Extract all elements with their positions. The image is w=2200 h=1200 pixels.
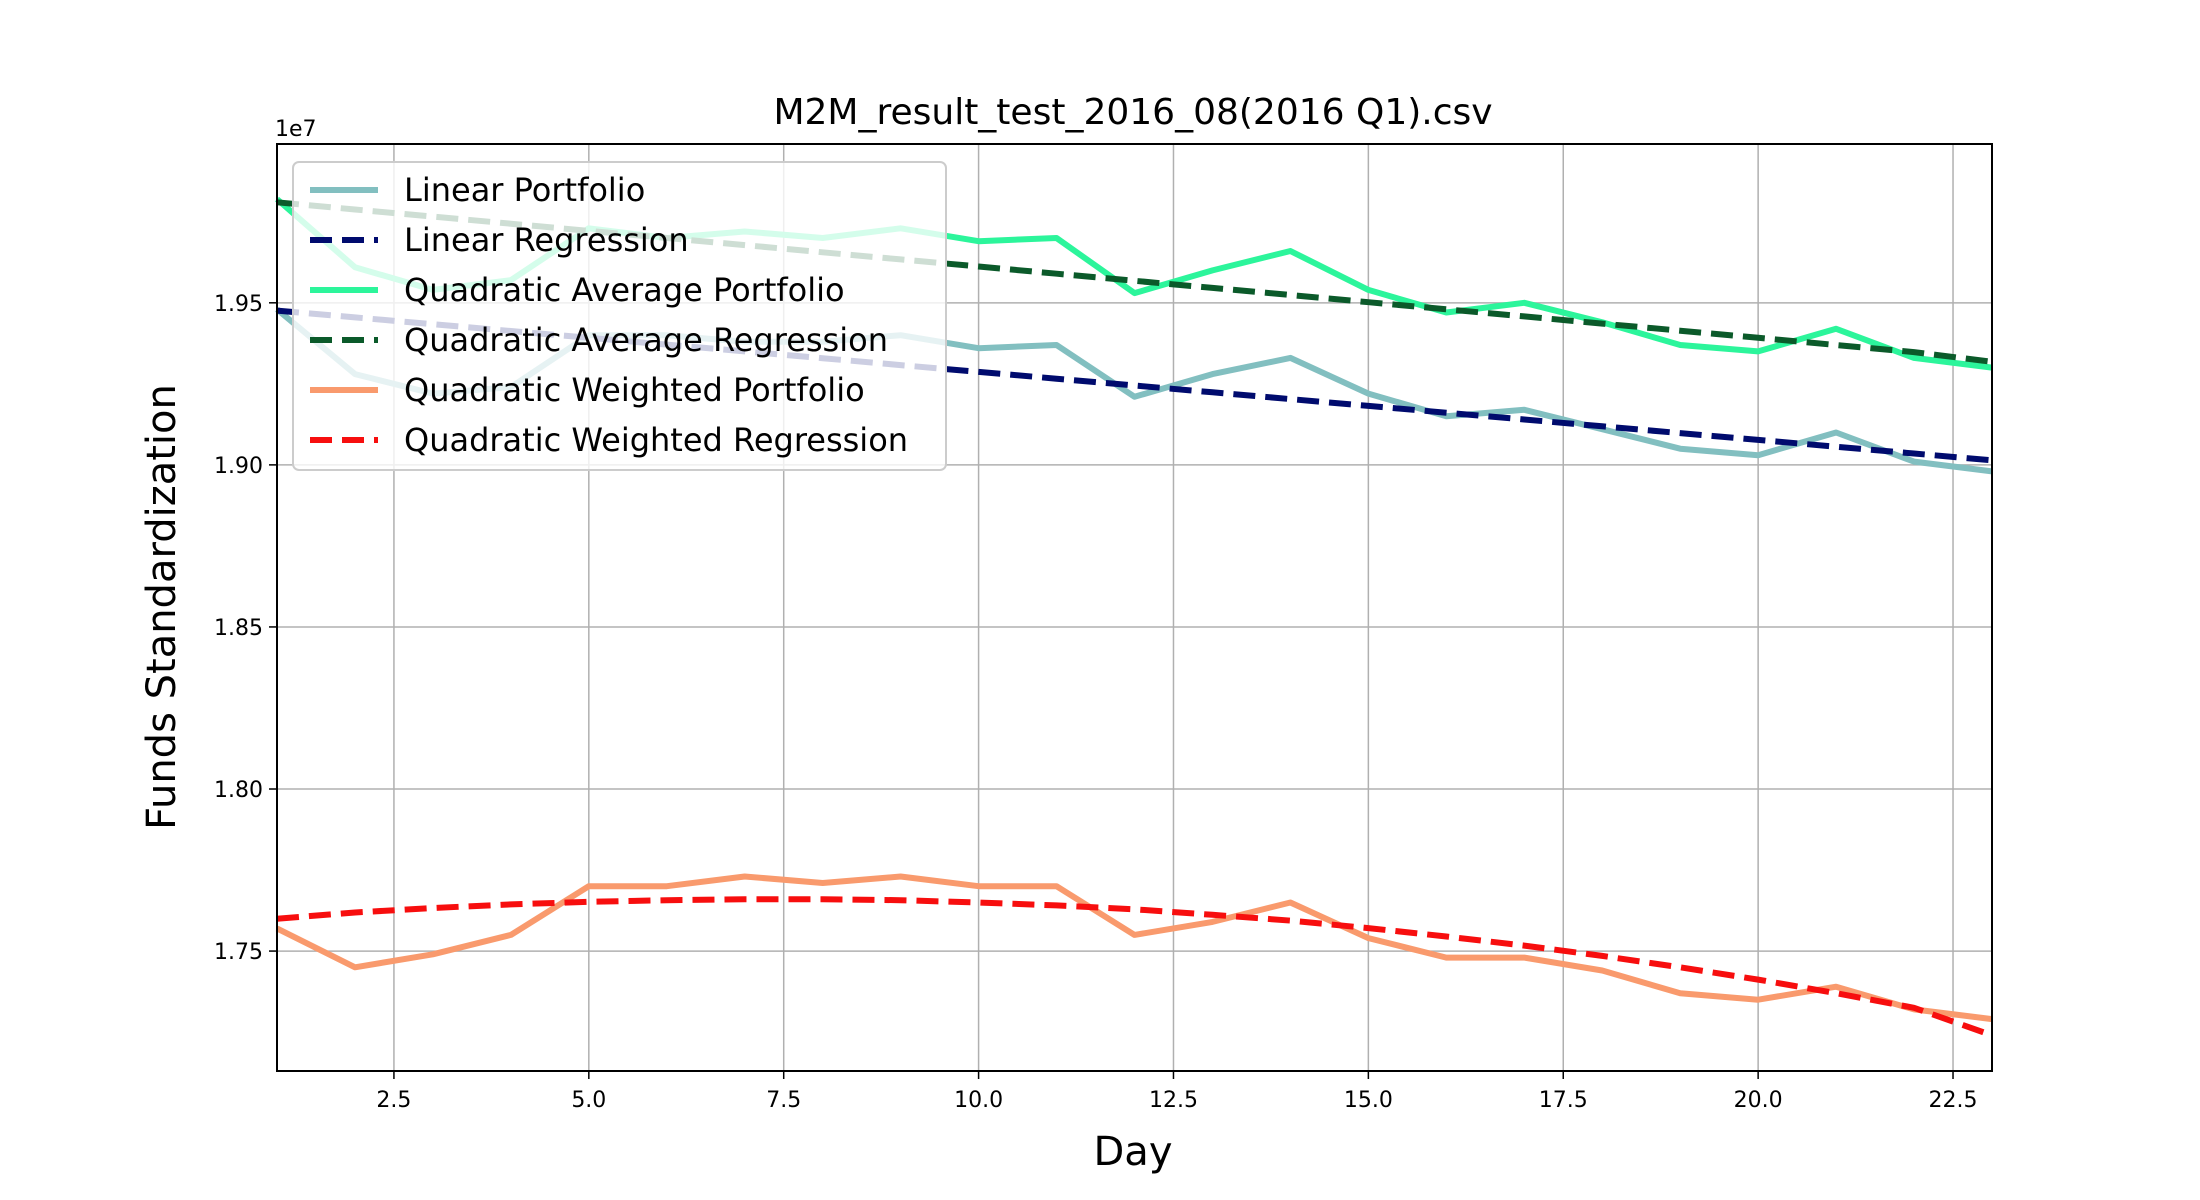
x-tick-label: 15.0 (1344, 1088, 1393, 1113)
x-tick-label: 5.0 (571, 1088, 606, 1113)
y-axis-label: Funds Standardization (139, 384, 185, 830)
y-tick-label: 1.75 (214, 940, 263, 965)
x-tick-label: 20.0 (1734, 1088, 1783, 1113)
y-tick-label: 1.80 (214, 778, 263, 803)
x-tick-label: 22.5 (1929, 1088, 1978, 1113)
legend-label-quadratic-average-portfolio: Quadratic Average Portfolio (404, 271, 845, 309)
x-tick-label: 17.5 (1539, 1088, 1588, 1113)
x-axis-label: Day (1094, 1129, 1173, 1175)
legend-label-linear-portfolio: Linear Portfolio (404, 171, 645, 209)
x-tick-label: 7.5 (766, 1088, 801, 1113)
x-tick-label: 2.5 (376, 1088, 411, 1113)
legend-label-quadratic-average-regression: Quadratic Average Regression (404, 321, 888, 359)
axis-ticks: 2.5 5.0 7.5 10.0 12.5 15.0 17.5 20.0 22.5 1.75 1.8… (214, 292, 1977, 1113)
legend-label-quadratic-weighted-portfolio: Quadratic Weighted Portfolio (404, 371, 865, 409)
chart-title: M2M_result_test_2016_08(2016 Q1).csv (773, 92, 1492, 133)
legend-label-linear-regression: Linear Regression (404, 221, 689, 259)
plot-frame (276, 143, 1993, 1072)
y-offset-label: 1e7 (275, 117, 317, 142)
y-tick-label: 1.90 (214, 454, 263, 479)
y-tick-label: 1.95 (214, 292, 263, 317)
legend: Linear Portfolio Linear Regression Quadrat… (292, 161, 947, 471)
y-tick-label: 1.85 (214, 616, 263, 641)
series-quadratic-weighted-portfolio-line (275, 873, 1993, 1023)
legend-box (292, 161, 947, 471)
legend-label-quadratic-weighted-regression: Quadratic Weighted Regression (404, 421, 908, 459)
x-tick-label: 12.5 (1149, 1088, 1198, 1113)
x-tick-label: 10.0 (954, 1088, 1003, 1113)
